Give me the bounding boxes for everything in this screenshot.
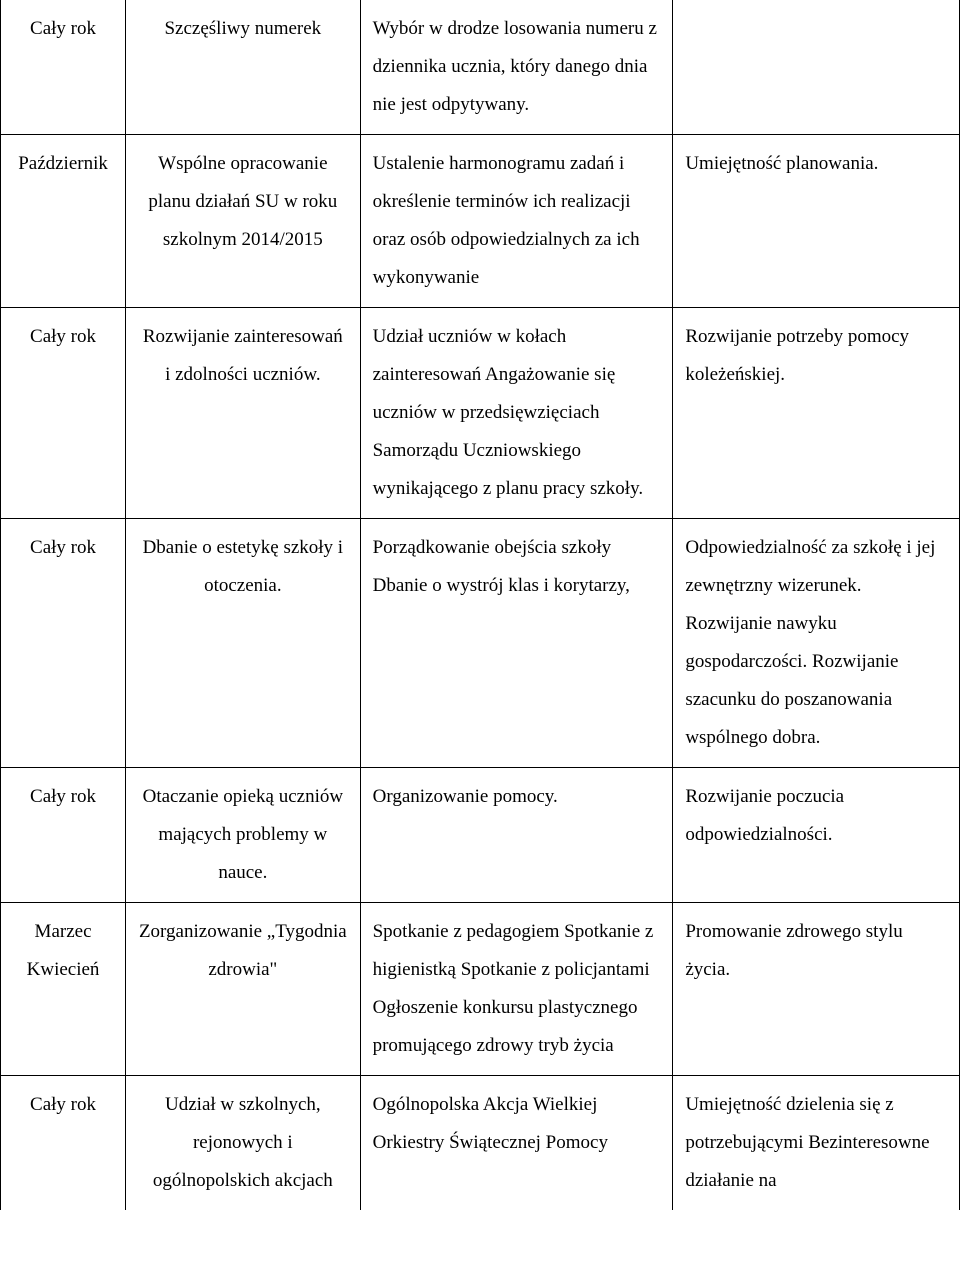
cell-period: Cały rok <box>1 0 126 135</box>
cell-outcome: Promowanie zdrowego stylu życia. <box>673 903 960 1076</box>
cell-description: Porządkowanie obejścia szkoły Dbanie o w… <box>360 519 673 768</box>
table-row: Cały rok Otaczanie opieką uczniów mający… <box>1 768 960 903</box>
table-row: Cały rok Rozwijanie zainteresowań i zdol… <box>1 308 960 519</box>
cell-activity: Szczęśliwy numerek <box>126 0 361 135</box>
cell-activity: Udział w szkolnych, rejonowych i ogólnop… <box>126 1076 361 1211</box>
cell-period: Marzec Kwiecień <box>1 903 126 1076</box>
table-row: Cały rok Udział w szkolnych, rejonowych … <box>1 1076 960 1211</box>
table-row: Cały rok Szczęśliwy numerek Wybór w drod… <box>1 0 960 135</box>
cell-outcome: Odpowiedzialność za szkołę i jej zewnętr… <box>673 519 960 768</box>
cell-period: Cały rok <box>1 519 126 768</box>
cell-period: Cały rok <box>1 768 126 903</box>
table-row: Cały rok Dbanie o estetykę szkoły i otoc… <box>1 519 960 768</box>
cell-description: Wybór w drodze losowania numeru z dzienn… <box>360 0 673 135</box>
cell-outcome: Rozwijanie potrzeby pomocy koleżeńskiej. <box>673 308 960 519</box>
cell-outcome: Umiejętność planowania. <box>673 135 960 308</box>
cell-description: Ustalenie harmonogramu zadań i określeni… <box>360 135 673 308</box>
cell-outcome: Rozwijanie poczucia odpowiedzialności. <box>673 768 960 903</box>
cell-activity: Zorganizowanie „Tygodnia zdrowia" <box>126 903 361 1076</box>
cell-period: Cały rok <box>1 308 126 519</box>
cell-activity: Rozwijanie zainteresowań i zdolności ucz… <box>126 308 361 519</box>
cell-description: Udział uczniów w kołach zainteresowań An… <box>360 308 673 519</box>
cell-activity: Wspólne opracowanie planu działań SU w r… <box>126 135 361 308</box>
cell-outcome <box>673 0 960 135</box>
cell-period: Cały rok <box>1 1076 126 1211</box>
cell-activity: Otaczanie opieką uczniów mających proble… <box>126 768 361 903</box>
cell-outcome: Umiejętność dzielenia się z potrzebujący… <box>673 1076 960 1211</box>
cell-activity: Dbanie o estetykę szkoły i otoczenia. <box>126 519 361 768</box>
table-row: Październik Wspólne opracowanie planu dz… <box>1 135 960 308</box>
schedule-table: Cały rok Szczęśliwy numerek Wybór w drod… <box>0 0 960 1210</box>
table-row: Marzec Kwiecień Zorganizowanie „Tygodnia… <box>1 903 960 1076</box>
cell-description: Spotkanie z pedagogiem Spotkanie z higie… <box>360 903 673 1076</box>
cell-description: Organizowanie pomocy. <box>360 768 673 903</box>
cell-period: Październik <box>1 135 126 308</box>
cell-description: Ogólnopolska Akcja Wielkiej Orkiestry Św… <box>360 1076 673 1211</box>
